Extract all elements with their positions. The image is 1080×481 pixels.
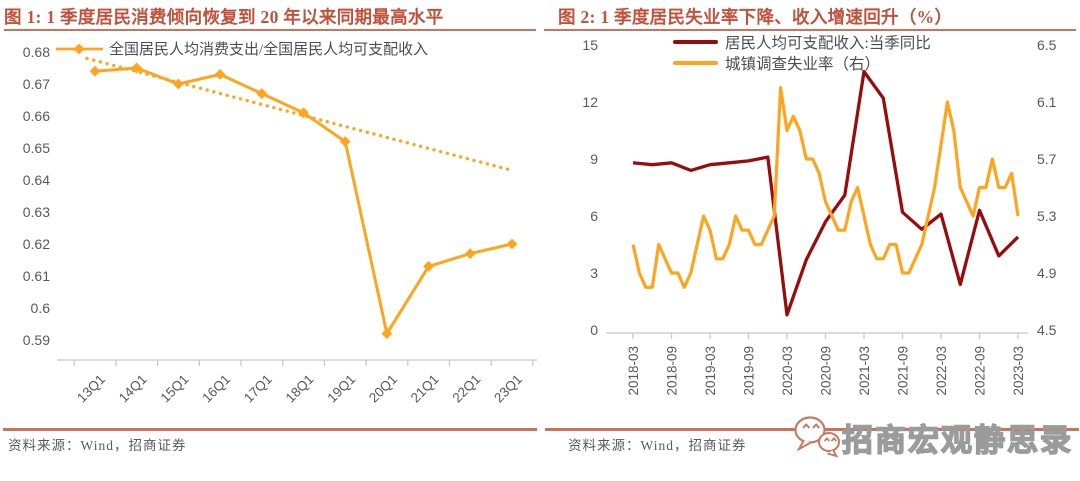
svg-text:17Q1: 17Q1 bbox=[241, 372, 275, 406]
svg-text:2023-03: 2023-03 bbox=[1011, 346, 1026, 396]
figure2-legend-income: 居民人均可支配收入:当季同比 bbox=[673, 31, 931, 52]
svg-text:2019-09: 2019-09 bbox=[742, 346, 757, 396]
orange-line-diamond-icon bbox=[56, 43, 103, 54]
unemployment-rate-line bbox=[631, 86, 1020, 289]
dark-red-line-icon bbox=[673, 39, 718, 44]
svg-text:12: 12 bbox=[582, 94, 598, 110]
figure2-source: 资料来源：Wind，招商证券 bbox=[568, 438, 747, 453]
svg-text:0.66: 0.66 bbox=[23, 108, 50, 124]
svg-text:2022-03: 2022-03 bbox=[934, 346, 949, 396]
x-axis-ticks bbox=[73, 360, 534, 366]
figure1-chart: 0.68 0.67 0.66 0.65 0.64 0.63 0.62 0.61 0.6 0.59 1… bbox=[23, 44, 537, 406]
svg-text:15: 15 bbox=[582, 37, 598, 53]
svg-text:0: 0 bbox=[590, 322, 598, 338]
figure1-legend-label: 全国居民人均消费支出/全国居民人均可支配收入 bbox=[109, 42, 429, 58]
trend-dotted-line bbox=[85, 56, 514, 173]
figure1-title: 图 1: 1 季度居民消费倾向恢复到 20 年以来同期最高水平 bbox=[4, 4, 536, 31]
watermark: 招商宏观静思录 bbox=[792, 413, 1073, 461]
orange-line-icon bbox=[673, 60, 718, 65]
figure1-source: 资料来源：Wind，招商证券 bbox=[8, 438, 187, 453]
consumption-ratio-markers bbox=[89, 62, 518, 339]
svg-text:21Q1: 21Q1 bbox=[408, 372, 442, 406]
svg-text:9: 9 bbox=[590, 151, 598, 167]
svg-text:2022-09: 2022-09 bbox=[973, 346, 988, 396]
watermark-text: 招商宏观静思录 bbox=[841, 422, 1073, 458]
figure1-panel: 图 1: 1 季度居民消费倾向恢复到 20 年以来同期最高水平 0.68 0.67… bbox=[3, 4, 537, 453]
figure2-title: 图 2: 1 季度居民失业率下降、收入增速回升（%） bbox=[544, 4, 1076, 31]
svg-text:0.63: 0.63 bbox=[23, 204, 50, 220]
svg-text:2019-03: 2019-03 bbox=[703, 346, 718, 396]
figure2-legend-unemployment: 城镇调查失业率（右） bbox=[673, 52, 931, 73]
figure1-bottom-rule bbox=[3, 428, 537, 431]
svg-text:2021-03: 2021-03 bbox=[857, 346, 872, 396]
svg-text:0.62: 0.62 bbox=[23, 236, 50, 252]
svg-text:23Q1: 23Q1 bbox=[491, 372, 525, 406]
figure2-legend-unemployment-label: 城镇调查失业率（右） bbox=[725, 55, 881, 73]
svg-text:0.6: 0.6 bbox=[31, 300, 51, 316]
svg-text:14Q1: 14Q1 bbox=[116, 372, 150, 406]
x-axis-labels: 13Q1 14Q1 15Q1 16Q1 17Q1 18Q1 19Q1 20Q1 21Q1 22Q1… bbox=[74, 372, 525, 406]
svg-text:4.5: 4.5 bbox=[1037, 322, 1057, 338]
svg-text:0.65: 0.65 bbox=[23, 140, 50, 156]
svg-text:2018-09: 2018-09 bbox=[665, 346, 680, 396]
svg-text:6: 6 bbox=[590, 208, 598, 224]
svg-text:20Q1: 20Q1 bbox=[366, 372, 400, 406]
svg-text:13Q1: 13Q1 bbox=[74, 372, 108, 406]
figure2-panel: 图 2: 1 季度居民失业率下降、收入增速回升（%） 15 12 9 6 3 0 6.5 6.… bbox=[540, 0, 1080, 481]
svg-text:0.68: 0.68 bbox=[23, 44, 50, 60]
wechat-icon bbox=[794, 416, 840, 458]
svg-text:0.61: 0.61 bbox=[23, 268, 50, 284]
x-axis-ticks bbox=[632, 333, 1019, 339]
svg-text:2018-03: 2018-03 bbox=[626, 346, 641, 396]
svg-text:18Q1: 18Q1 bbox=[283, 372, 317, 406]
svg-text:5.3: 5.3 bbox=[1037, 208, 1057, 224]
income-growth-line bbox=[632, 69, 1020, 317]
figure1-legend: 全国居民人均消费支出/全国居民人均可支配收入 bbox=[55, 38, 428, 59]
y-axis-labels: 0.68 0.67 0.66 0.65 0.64 0.63 0.62 0.61 0.6 0.59 bbox=[23, 44, 50, 348]
x-axis-labels: 2018-03 2018-09 2019-03 2019-09 2020-03 2020-… bbox=[626, 346, 1026, 396]
svg-text:6.5: 6.5 bbox=[1037, 37, 1057, 53]
figure2-legend-income-label: 居民人均可支配收入:当季同比 bbox=[725, 34, 931, 52]
svg-text:5.7: 5.7 bbox=[1037, 151, 1057, 167]
y-axis-right-labels: 6.5 6.1 5.7 5.3 4.9 4.5 bbox=[1037, 37, 1057, 338]
svg-text:3: 3 bbox=[590, 265, 598, 281]
svg-text:15Q1: 15Q1 bbox=[158, 372, 192, 406]
svg-text:2020-03: 2020-03 bbox=[780, 346, 795, 396]
figure2-chart: 15 12 9 6 3 0 6.5 6.1 5.7 5.3 4.9 4.5 2018-03 2018-09… bbox=[582, 37, 1057, 396]
svg-text:6.1: 6.1 bbox=[1037, 94, 1057, 110]
svg-text:4.9: 4.9 bbox=[1037, 265, 1057, 281]
svg-text:19Q1: 19Q1 bbox=[324, 372, 358, 406]
y-axis-left-labels: 15 12 9 6 3 0 bbox=[582, 37, 598, 338]
figure2-legend: 居民人均可支配收入:当季同比 城镇调查失业率（右） bbox=[673, 31, 931, 73]
svg-text:0.67: 0.67 bbox=[23, 76, 50, 92]
svg-text:16Q1: 16Q1 bbox=[199, 372, 233, 406]
svg-text:0.64: 0.64 bbox=[23, 172, 50, 188]
svg-text:2021-09: 2021-09 bbox=[896, 346, 911, 396]
svg-text:22Q1: 22Q1 bbox=[449, 372, 483, 406]
svg-text:2020-09: 2020-09 bbox=[819, 346, 834, 396]
svg-text:0.59: 0.59 bbox=[23, 332, 50, 348]
